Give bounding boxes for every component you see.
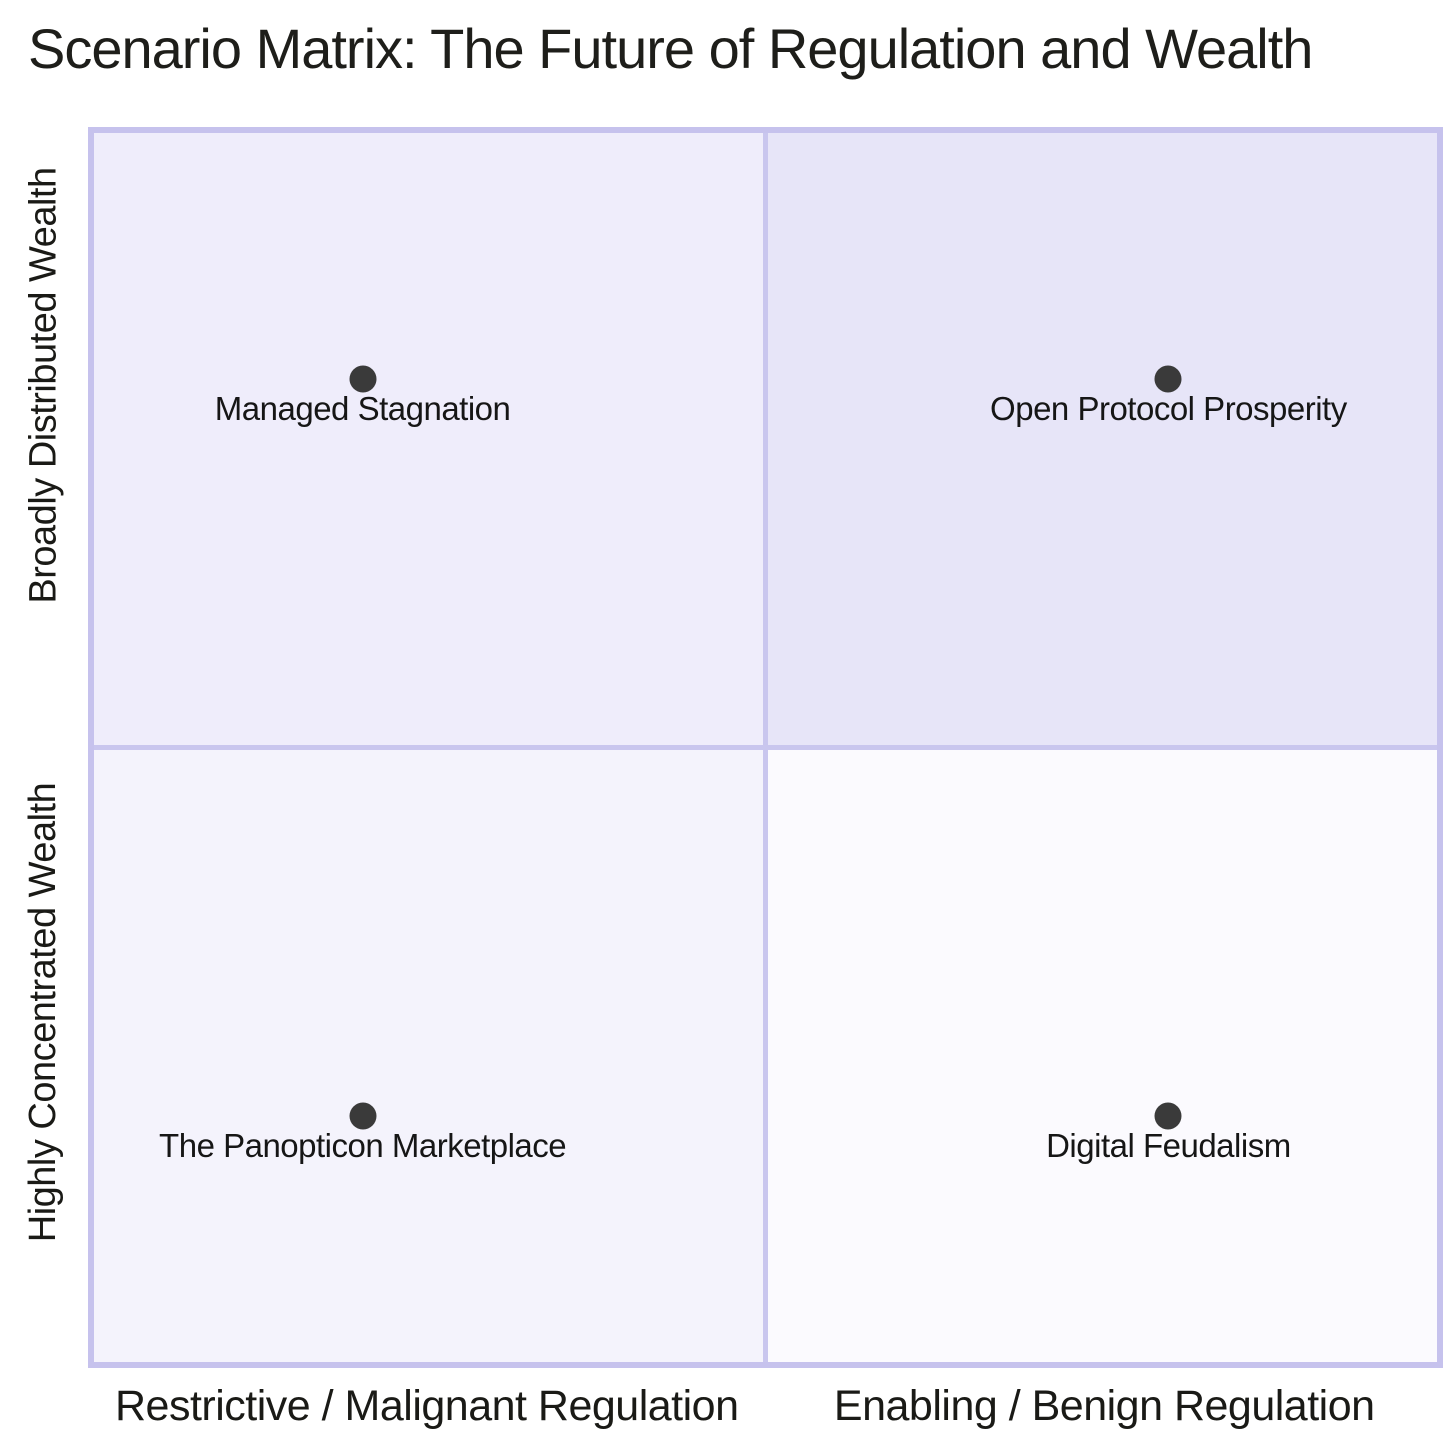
x-axis-labels: Restrictive / Malignant Regulation Enabl… xyxy=(88,1382,1443,1431)
quadrant-top-left xyxy=(94,133,763,745)
page-title: Scenario Matrix: The Future of Regulatio… xyxy=(28,17,1313,80)
y-axis-label-top: Broadly Distributed Wealth xyxy=(22,166,65,604)
points-layer: Managed Stagnation Open Protocol Prosper… xyxy=(94,133,1437,1362)
scenario-dot xyxy=(1154,1102,1182,1130)
quadrant-grid xyxy=(94,133,1437,1362)
scenario-dot xyxy=(349,365,377,393)
quadrant-bottom-right xyxy=(768,750,1437,1362)
quadrant-matrix: Managed Stagnation Open Protocol Prosper… xyxy=(88,127,1443,1368)
y-axis-label-bottom: Highly Concentrated Wealth xyxy=(22,782,65,1242)
scenario-label: Managed Stagnation xyxy=(214,389,511,427)
y-axis-label-bottom-container: Highly Concentrated Wealth xyxy=(6,772,82,1252)
quadrant-bottom-left xyxy=(94,750,763,1362)
scenario-dot xyxy=(349,1102,377,1130)
quadrant-top-right xyxy=(768,133,1437,745)
scenario-label: The Panopticon Marketplace xyxy=(159,1127,567,1165)
scenario-label: Digital Feudalism xyxy=(1046,1127,1291,1165)
x-axis-label-right: Enabling / Benign Regulation xyxy=(833,1382,1375,1430)
scenario-label: Open Protocol Prosperity xyxy=(990,389,1347,427)
x-axis-label-left: Restrictive / Malignant Regulation xyxy=(114,1382,739,1430)
scenario-dot xyxy=(1154,365,1182,393)
y-axis-label-top-container: Broadly Distributed Wealth xyxy=(6,145,82,625)
